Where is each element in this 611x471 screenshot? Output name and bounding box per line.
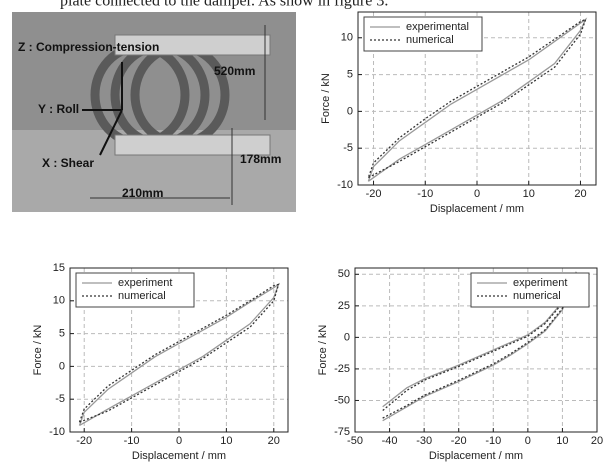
axes-arrows — [82, 62, 123, 156]
photo-label: 520mm — [214, 64, 255, 78]
top-plate — [114, 34, 271, 56]
x-tick-label: 0 — [176, 435, 182, 447]
x-tick-label: -50 — [347, 435, 363, 447]
x-tick-label: 20 — [268, 435, 280, 447]
legend-label: numerical — [513, 290, 561, 302]
x-tick-label: 10 — [523, 188, 535, 200]
legend-label: numerical — [406, 34, 454, 46]
legend-label: experiment — [513, 277, 567, 289]
legend-box — [470, 272, 590, 308]
x-tick-label: -10 — [124, 435, 140, 447]
y-tick-label: -25 — [334, 363, 350, 375]
x-tick-label: 20 — [574, 188, 586, 200]
x-tick-label: 10 — [556, 435, 568, 447]
legend-box — [75, 272, 195, 308]
legend-box — [363, 16, 483, 52]
photo: Z : Compression-tension Y : Roll X : She… — [12, 12, 296, 212]
x-tick-label: 10 — [220, 435, 232, 447]
y-tick-label: 25 — [338, 300, 350, 312]
y-tick-label: 15 — [53, 262, 65, 274]
y-tick-label: -5 — [343, 142, 353, 154]
x-tick-label: 0 — [525, 435, 531, 447]
photo-label: Z : Compression-tension — [18, 40, 159, 54]
plot-frame — [357, 11, 597, 186]
y-tick-label: 0 — [344, 331, 350, 343]
x-axis-label: Displacement / mm — [429, 450, 523, 462]
photo-label: X : Shear — [42, 156, 94, 170]
series-line — [78, 282, 280, 427]
legend-label: experiment — [118, 277, 172, 289]
legend-label: numerical — [118, 290, 166, 302]
y-tick-label: 0 — [347, 105, 353, 117]
x-tick-label: 0 — [474, 188, 480, 200]
y-tick-label: 0 — [59, 360, 65, 372]
y-tick-label: 5 — [347, 68, 353, 80]
plot-frame — [354, 267, 598, 433]
x-tick-label: -20 — [76, 435, 92, 447]
series-line — [367, 17, 588, 182]
series-line — [382, 271, 577, 422]
y-tick-label: 10 — [53, 295, 65, 307]
bottom-plate — [114, 134, 271, 156]
legend-label: experimental — [406, 21, 469, 33]
y-tick-label: -5 — [55, 393, 65, 405]
x-tick-label: -20 — [451, 435, 467, 447]
y-tick-label: -75 — [334, 426, 350, 438]
y-axis-label: Force / kN — [32, 325, 44, 376]
series-line — [78, 283, 280, 423]
photo-label: 178mm — [240, 152, 281, 166]
x-tick-label: -10 — [485, 435, 501, 447]
x-axis-label: Displacement / mm — [430, 203, 524, 215]
y-tick-label: -10 — [49, 426, 65, 438]
y-tick-label: 5 — [59, 328, 65, 340]
y-tick-label: 10 — [341, 32, 353, 44]
y-tick-label: 50 — [338, 268, 350, 280]
photo-label: Y : Roll — [38, 102, 79, 116]
y-axis-label: Force / kN — [320, 73, 332, 124]
x-tick-label: -10 — [417, 188, 433, 200]
y-tick-label: -50 — [334, 394, 350, 406]
y-tick-label: -10 — [337, 179, 353, 191]
series-line — [367, 18, 587, 179]
plot-frame — [69, 267, 289, 433]
dimension-lines — [90, 25, 266, 205]
x-tick-label: -30 — [416, 435, 432, 447]
x-tick-label: -20 — [366, 188, 382, 200]
y-axis-label: Force / kN — [317, 325, 329, 376]
caption: plate connected to the damper. As show i… — [60, 0, 388, 10]
x-tick-label: 20 — [591, 435, 603, 447]
x-axis-label: Displacement / mm — [132, 450, 226, 462]
x-tick-label: -40 — [382, 435, 398, 447]
photo-label: 210mm — [122, 186, 163, 200]
